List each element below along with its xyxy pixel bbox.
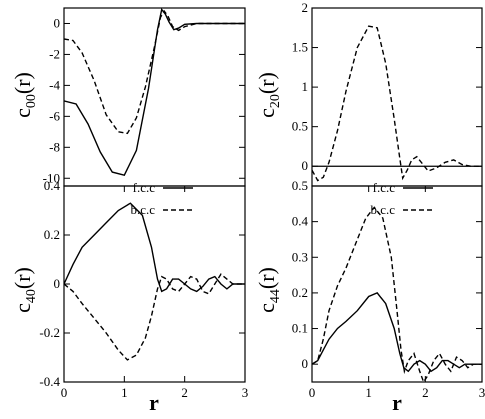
plot-frame bbox=[63, 7, 246, 187]
x-axis-title: r bbox=[392, 390, 402, 415]
y-tick-label: 0.5 bbox=[292, 178, 308, 193]
y-tick-label: 0.4 bbox=[44, 178, 61, 193]
plot-frame bbox=[311, 185, 483, 383]
x-tick-label: 3 bbox=[479, 385, 485, 400]
y-tick-label: 1 bbox=[302, 79, 309, 94]
x-tick-label: 2 bbox=[181, 385, 188, 400]
legend-label: f.c.c bbox=[133, 180, 156, 195]
series-line-bcc-dashed bbox=[312, 25, 482, 182]
x-tick-label: 2 bbox=[422, 385, 429, 400]
panel-c20: 0 0.5 1 1.5 2 c20(r) bbox=[254, 0, 483, 187]
y-axis-title: c00(r) bbox=[10, 72, 39, 118]
legend-label: b.c.c bbox=[130, 202, 155, 217]
y-tick-label: 0 bbox=[54, 276, 61, 291]
legend-label: f.c.c bbox=[373, 180, 396, 195]
y-tick-label: 0 bbox=[302, 158, 309, 173]
y-axis-title: c40(r) bbox=[10, 267, 39, 313]
panel-c44: 0 0.1 0.2 0.3 0.4 0.5 0 1 2 3 c44(r) r f.c.c b.c.c bbox=[254, 178, 485, 415]
y-tick-label: 0.2 bbox=[292, 285, 308, 300]
x-axis-title: r bbox=[149, 390, 159, 415]
y-tick-label: -0.4 bbox=[39, 374, 60, 389]
x-tick-label: 3 bbox=[242, 385, 249, 400]
series-line-bcc-dashed bbox=[64, 9, 245, 135]
x-tick-label: 0 bbox=[309, 385, 316, 400]
series-line-fcc-solid bbox=[64, 8, 245, 177]
y-tick-label: -2 bbox=[49, 46, 60, 61]
y-tick-label: 0.4 bbox=[292, 214, 309, 229]
y-tick-label: -0.2 bbox=[39, 325, 60, 340]
plot-frame bbox=[311, 7, 483, 187]
y-tick-label: -4 bbox=[49, 77, 60, 92]
legend-label: b.c.c bbox=[370, 202, 395, 217]
x-tick-label: 0 bbox=[61, 385, 68, 400]
y-tick-label: 2 bbox=[302, 0, 309, 15]
y-tick-label: -6 bbox=[49, 108, 60, 123]
x-tick-label: 1 bbox=[365, 385, 372, 400]
y-tick-label: 0.1 bbox=[292, 321, 308, 336]
legend: f.c.c b.c.c bbox=[370, 180, 433, 217]
series-line-bcc-dashed bbox=[64, 273, 245, 361]
series-line-bcc-dashed bbox=[312, 206, 482, 382]
y-tick-label: 0.5 bbox=[292, 119, 308, 134]
y-tick-label: -10 bbox=[43, 170, 60, 185]
panel-c00: 0 -2 -4 -6 -8 -10 c00(r) bbox=[10, 7, 246, 187]
y-tick-label: 0 bbox=[302, 356, 309, 371]
y-axis-title: c20(r) bbox=[254, 72, 283, 118]
y-tick-label: 0.3 bbox=[292, 249, 308, 264]
y-axis-title: c44(r) bbox=[254, 267, 283, 313]
y-tick-label: 1.5 bbox=[292, 40, 308, 55]
x-tick-label: 1 bbox=[121, 385, 128, 400]
y-tick-label: 0.2 bbox=[44, 227, 60, 242]
series-line-fcc-solid bbox=[312, 292, 482, 373]
legend: f.c.c b.c.c bbox=[130, 180, 193, 217]
y-tick-label: 0 bbox=[54, 15, 61, 30]
y-tick-label: -8 bbox=[49, 139, 60, 154]
